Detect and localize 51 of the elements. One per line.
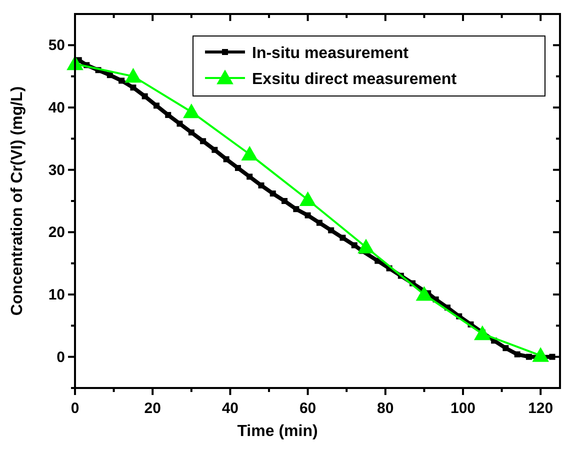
point	[474, 325, 491, 340]
point	[502, 345, 509, 352]
point	[532, 347, 549, 362]
point	[188, 129, 194, 136]
point	[130, 84, 136, 91]
point	[142, 93, 148, 100]
y-tick-label: 20	[48, 224, 65, 242]
point	[270, 190, 276, 197]
point	[106, 72, 113, 78]
point	[304, 212, 311, 218]
point	[212, 146, 218, 153]
y-tick-label: 0	[56, 348, 65, 366]
y-axis-title: Concentration of Cr(VI) (mg/L)	[9, 86, 26, 316]
x-tick-label: 120	[528, 400, 554, 417]
point	[118, 78, 125, 84]
point	[416, 286, 433, 301]
point	[316, 220, 322, 226]
point	[328, 227, 334, 234]
point	[526, 354, 532, 360]
point	[299, 191, 316, 206]
point	[258, 182, 264, 188]
point	[183, 103, 200, 118]
y-tick-label: 30	[48, 162, 65, 179]
point	[282, 198, 288, 204]
point	[246, 174, 253, 180]
legend-label: Exsitu direct measurement	[252, 71, 458, 88]
point	[351, 242, 358, 248]
x-tick-label: 40	[222, 400, 239, 417]
point	[223, 156, 230, 162]
y-tick-label: 50	[48, 37, 65, 54]
x-tick-label: 20	[144, 400, 161, 417]
point	[374, 258, 381, 264]
point	[340, 234, 346, 241]
point	[234, 164, 241, 171]
x-tick-label: 100	[450, 400, 476, 417]
point	[153, 102, 160, 109]
point	[200, 138, 206, 144]
legend-label: In-situ measurement	[252, 45, 410, 62]
point	[241, 146, 258, 161]
x-tick-label: 80	[377, 400, 394, 417]
point	[358, 238, 374, 254]
x-tick-label: 0	[70, 400, 80, 417]
point	[293, 206, 300, 212]
x-axis-title: Time (min)	[237, 423, 318, 440]
point	[514, 351, 520, 358]
point	[165, 112, 172, 118]
point	[124, 68, 142, 83]
x-tick-label: 60	[299, 400, 316, 417]
point	[176, 120, 183, 127]
y-tick-label: 10	[48, 286, 65, 304]
y-tick-label: 40	[48, 100, 65, 116]
